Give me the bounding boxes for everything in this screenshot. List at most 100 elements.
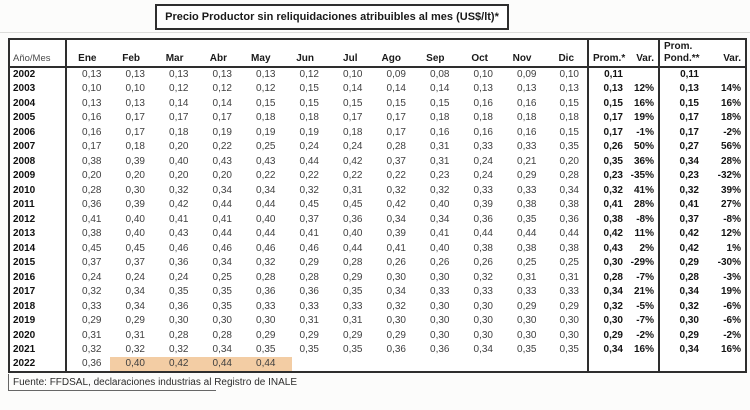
month-value-cell: 0,33 <box>517 184 537 196</box>
month-value-cell: 0,44 <box>196 357 240 372</box>
prom-cell: 0,34 <box>587 284 628 299</box>
pond-cell: 0,32 <box>658 183 707 198</box>
month-value-cell: 0,26 <box>473 257 493 269</box>
month-value-cell: 0,41 <box>82 213 102 225</box>
page-title: Precio Productor sin reliquidaciones atr… <box>165 11 499 23</box>
month-value-cell: 0,44 <box>517 228 537 240</box>
prom-cell <box>587 357 628 372</box>
pond-var-cell <box>707 67 746 82</box>
divider <box>0 32 750 33</box>
month-value-cell: 0,18 <box>343 126 363 138</box>
month-value-cell: 0,13 <box>125 97 145 109</box>
month-value-cell: 0,12 <box>169 83 189 95</box>
month-value-cell: 0,29 <box>299 329 319 341</box>
month-value-cell: 0,36 <box>169 300 189 312</box>
month-value-cell: 0,45 <box>343 199 363 211</box>
prom-cell: 0,17 <box>587 125 628 140</box>
month-value-cell: 0,30 <box>473 300 493 312</box>
month-value-cell: 0,35 <box>343 344 363 356</box>
month-value-cell: 0,36 <box>343 213 363 225</box>
month-value-cell: 0,32 <box>430 184 450 196</box>
prom-var-cell: -2% <box>636 329 654 341</box>
table-row: 2020 0,31 0,31 0,28 0,28 0,29 0,29 0,29 0,29 0,30… <box>9 328 746 343</box>
month-value-cell: 0,25 <box>517 257 537 269</box>
prom-cell: 0,30 <box>587 255 628 270</box>
prom-var-cell: 41% <box>633 184 654 196</box>
pond-var-cell: 27% <box>720 199 741 211</box>
table-row: 2006 0,16 0,17 0,18 0,19 0,19 0,19 0,18 0,17 0,16… <box>9 125 746 140</box>
month-value-cell: 0,25 <box>212 271 232 283</box>
month-value-cell: 0,10 <box>473 69 493 81</box>
month-value-cell: 0,40 <box>125 228 145 240</box>
month-value-cell: 0,32 <box>386 300 406 312</box>
month-value-cell: 0,35 <box>256 344 276 356</box>
month-value-cell: 0,16 <box>82 126 102 138</box>
table-row: 2003 0,10 0,10 0,12 0,12 0,12 0,15 0,14 0,14 0,14… <box>9 81 746 96</box>
month-column-header: Feb <box>109 39 153 68</box>
month-value-cell: 0,32 <box>169 184 189 196</box>
month-value-cell: 0,34 <box>256 184 276 196</box>
table-row: 2007 0,17 0,18 0,20 0,22 0,25 0,24 0,24 0,28 0,31… <box>9 139 746 154</box>
month-value-cell: 0,31 <box>299 315 319 327</box>
month-value-cell: 0,44 <box>212 199 232 211</box>
pond-var-cell: -32% <box>717 170 741 182</box>
year-cell: 2022 <box>9 357 67 372</box>
month-value-cell: 0,39 <box>125 155 145 167</box>
prom-column-header: Prom.* <box>587 39 628 68</box>
pond-var-cell: -6% <box>723 315 741 327</box>
month-value-cell: 0,33 <box>517 286 537 298</box>
month-value-cell: 0,16 <box>517 97 537 109</box>
year-cell: 2004 <box>9 96 67 111</box>
month-value-cell: 0,20 <box>169 170 189 182</box>
pond-var-cell: -3% <box>723 271 741 283</box>
month-value-cell: 0,28 <box>559 170 579 182</box>
month-value-cell: 0,15 <box>299 83 319 95</box>
table-row: 2022 0,36 0,40 0,42 0,44 0,44 <box>9 357 746 372</box>
table-row: 2016 0,24 0,24 0,24 0,25 0,28 0,28 0,29 0,30 0,30… <box>9 270 746 285</box>
month-value-cell: 0,34 <box>559 184 579 196</box>
month-value-cell: 0,10 <box>343 69 363 81</box>
prom-cell: 0,42 <box>587 226 628 241</box>
month-column-header: Abr <box>196 39 240 68</box>
month-value-cell: 0,42 <box>343 155 363 167</box>
month-value-cell: 0,29 <box>343 329 363 341</box>
month-value-cell: 0,34 <box>430 213 450 225</box>
month-value-cell: 0,30 <box>256 315 276 327</box>
month-value-cell: 0,20 <box>212 170 232 182</box>
month-value-cell: 0,38 <box>517 242 537 254</box>
source-note: Fuente: FFDSAL, declaraciones industrias… <box>13 377 298 388</box>
month-value-cell: 0,41 <box>430 228 450 240</box>
month-value-cell: 0,33 <box>256 300 276 312</box>
month-value-cell: 0,17 <box>386 126 406 138</box>
prom-var-cell: -7% <box>636 271 654 283</box>
year-cell: 2019 <box>9 313 67 328</box>
month-value-cell: 0,31 <box>517 271 537 283</box>
month-value-cell: 0,41 <box>386 242 406 254</box>
title-box: Precio Productor sin reliquidaciones atr… <box>155 4 509 30</box>
month-value-cell: 0,18 <box>256 112 276 124</box>
month-value-cell <box>327 357 371 372</box>
pond-header-line2: Pond.** <box>664 52 700 64</box>
month-value-cell: 0,29 <box>299 257 319 269</box>
month-value-cell: 0,31 <box>125 329 145 341</box>
month-value-cell: 0,15 <box>386 97 406 109</box>
table-row: 2019 0,29 0,29 0,30 0,30 0,30 0,31 0,31 0,30 0,30… <box>9 313 746 328</box>
month-value-cell: 0,31 <box>430 155 450 167</box>
month-column-header: Oct <box>457 39 501 68</box>
month-column-header: Dic <box>544 39 588 68</box>
pond-header-line1: Prom. <box>664 41 693 52</box>
month-value-cell: 0,15 <box>430 97 450 109</box>
month-value-cell: 0,42 <box>386 199 406 211</box>
month-value-cell: 0,44 <box>256 228 276 240</box>
prom-var-cell: 11% <box>634 228 654 240</box>
month-value-cell: 0,45 <box>299 199 319 211</box>
month-value-cell <box>283 357 327 372</box>
month-value-cell: 0,10 <box>559 69 579 81</box>
year-cell: 2009 <box>9 168 67 183</box>
pond-cell: 0,37 <box>658 212 707 227</box>
month-value-cell: 0,30 <box>386 315 406 327</box>
month-value-cell: 0,20 <box>82 170 102 182</box>
year-cell: 2012 <box>9 212 67 227</box>
pond-cell: 0,34 <box>658 284 707 299</box>
prom-var-cell: 36% <box>633 155 654 167</box>
